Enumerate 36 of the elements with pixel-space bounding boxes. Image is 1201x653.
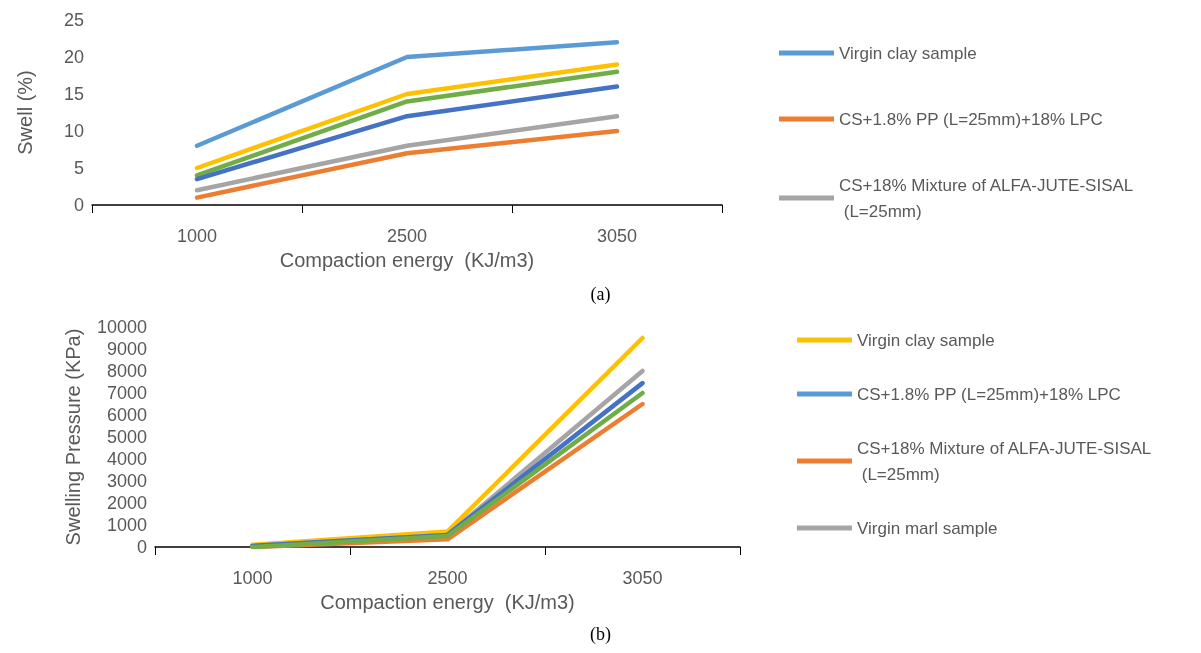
x-tick-label: 3050 (596, 226, 638, 246)
y-tick-label: 4000 (106, 449, 147, 469)
y-tick-label: 10000 (96, 317, 147, 337)
y-tick-label: 5000 (106, 427, 147, 447)
text: (a) (590, 284, 611, 305)
y-tick-label: 25 (63, 10, 84, 30)
y-tick-label: 20 (63, 47, 84, 67)
y-tick-label: 15 (63, 84, 84, 104)
y-tick-label: 9000 (106, 339, 147, 359)
y-tick-label: 5 (73, 158, 84, 178)
legend-label: Virgin clay sample (857, 330, 995, 350)
legend-label: CS+1.8% PP (L=25mm)+18% LPC (839, 109, 1103, 129)
y-axis-title: Swelling Pressure (KPa) (62, 328, 84, 546)
x-tick-label: 2500 (386, 226, 428, 246)
legend-label: CS+18% Mixture of ALFA-JUTE-SISAL (L=25mm) (857, 438, 1152, 484)
y-tick-label: 8000 (106, 361, 147, 381)
y-tick-label: 3000 (106, 471, 147, 491)
y-tick-label: 2000 (106, 493, 147, 513)
x-axis-title: Compaction energy (KJ/m3) (279, 248, 535, 271)
y-tick-label: 10 (63, 121, 84, 141)
legend-label: Virgin marl sample (857, 518, 998, 538)
x-tick-label: 3050 (622, 568, 663, 588)
legend-label: CS+1.8% PP (L=25mm)+18% LPC (857, 384, 1121, 404)
text: (b) (590, 624, 612, 645)
y-tick-label: 0 (73, 195, 84, 215)
x-tick-label: 1000 (232, 568, 273, 588)
legend-label: CS+18% Mixture of ALFA-JUTE-SISAL (L=25mm) (839, 175, 1134, 221)
x-tick-label: 2500 (427, 568, 468, 588)
y-tick-label: 0 (136, 537, 147, 557)
y-axis-title: Swell (%) (14, 70, 36, 155)
x-axis-title: Compaction energy (KJ/m3) (320, 590, 575, 613)
legend-label: Virgin clay sample (839, 43, 977, 63)
y-tick-label: 7000 (106, 383, 147, 403)
y-tick-label: 1000 (106, 515, 147, 535)
x-tick-label: 1000 (176, 226, 218, 246)
y-tick-label: 6000 (106, 405, 147, 425)
